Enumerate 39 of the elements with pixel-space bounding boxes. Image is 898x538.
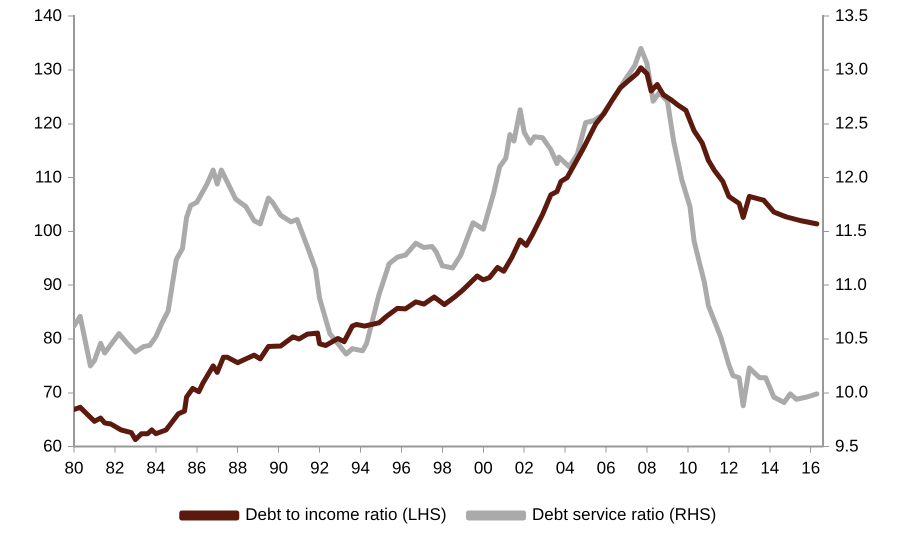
x-tick-label: 84 [146,458,166,478]
y2-tick-label: 10.0 [835,382,868,402]
x-tick-label: 10 [678,458,698,478]
y-tick-label: 130 [34,60,62,79]
y-tick-label: 90 [43,274,62,294]
y-tick-label: 140 [34,6,62,25]
x-tick-label: 08 [638,458,656,478]
y-tick-label: 60 [43,436,62,456]
x-tick-label: 14 [760,458,780,478]
y2-tick-label: 12.0 [835,167,868,186]
x-tick-label: 86 [187,458,206,478]
x-tick-label: 06 [596,458,616,478]
x-tick-label: 16 [801,458,820,478]
y2-tick-label: 11.0 [835,274,867,294]
y-tick-label: 70 [43,382,62,402]
y2-tick-label: 10.5 [835,328,868,348]
x-tick-label: 82 [105,458,124,478]
legend-label: Debt service ratio (RHS) [532,505,716,524]
y2-tick-label: 13.5 [835,6,868,25]
x-tick-label: 12 [719,458,738,478]
y2-tick-label: 13.0 [835,60,868,79]
x-tick-label: 96 [392,458,411,478]
x-tick-label: 94 [351,458,370,478]
x-tick-label: 98 [432,458,452,478]
x-tick-label: 00 [474,458,493,478]
x-tick-label: 90 [269,458,288,478]
y2-tick-label: 11.5 [835,221,867,240]
x-tick-label: 02 [514,458,534,478]
y2-tick-label: 9.5 [835,436,859,456]
legend-label: Debt to income ratio (LHS) [245,505,447,524]
x-tick-label: 80 [64,458,84,478]
y2-tick-label: 12.5 [835,113,868,132]
y-tick-label: 110 [34,167,62,186]
x-tick-label: 92 [310,458,330,478]
y-tick-label: 100 [34,221,62,240]
x-tick-label: 88 [228,458,248,478]
y-tick-label: 80 [43,328,62,348]
y-tick-label: 120 [34,113,62,132]
x-tick-label: 04 [556,458,575,478]
